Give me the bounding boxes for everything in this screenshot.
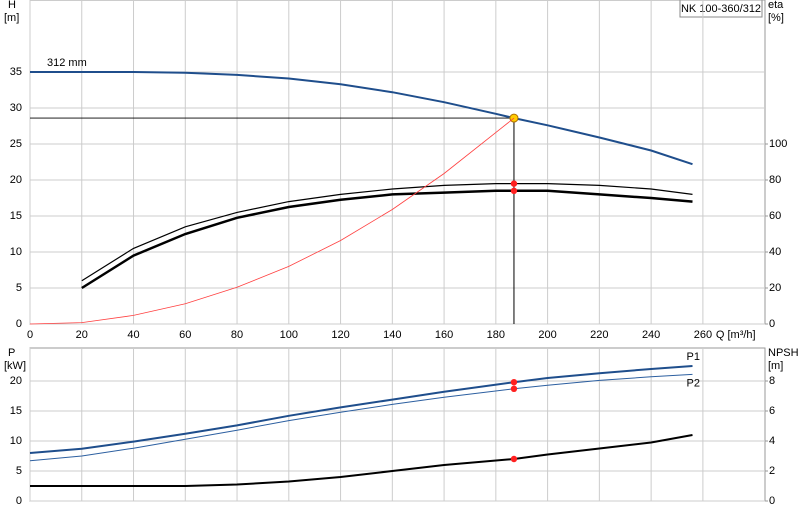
x-tick-label: 160 (435, 329, 453, 341)
y-tick-label: 0 (16, 318, 22, 330)
y-tick-label: 5 (16, 465, 22, 477)
series-label: P1 (687, 351, 700, 363)
operating-point (510, 379, 518, 386)
x-tick-label: 260 (694, 329, 712, 341)
y2-tick-label: 80 (769, 174, 781, 186)
y-tick-label: 10 (10, 246, 22, 258)
title-box (679, 0, 763, 18)
y-tick-label: 20 (10, 174, 22, 186)
operating-point (510, 455, 518, 463)
y2-axis-unit: [%] (768, 12, 784, 24)
y2-tick-label: 40 (769, 246, 781, 258)
curve (29, 373, 693, 462)
y2-tick-label: 20 (769, 282, 781, 294)
y-tick-label: 15 (10, 210, 22, 222)
curve (29, 365, 693, 454)
curve (81, 183, 693, 282)
series-label: 312 mm (47, 57, 87, 69)
x-tick-label: 140 (383, 329, 401, 341)
x-tick-label: 60 (179, 329, 191, 341)
y-axis-unit: [m] (4, 12, 19, 24)
y2-axis-unit: [m] (768, 360, 783, 372)
y2-tick-label: 8 (769, 375, 775, 387)
x-tick-label: 0 (27, 329, 33, 341)
y2-tick-label: 100 (769, 138, 787, 150)
y2-tick-label: 60 (769, 210, 781, 222)
operating-point (510, 385, 518, 392)
y-tick-label: 5 (16, 282, 22, 294)
operating-point (510, 187, 518, 194)
y-tick-label: 10 (10, 435, 22, 447)
y2-axis-label: eta (768, 0, 784, 11)
y2-axis-label: NPSH (768, 347, 799, 359)
y2-tick-label: 0 (769, 495, 775, 507)
y-axis-label: P (8, 347, 15, 359)
y2-tick-label: 6 (769, 405, 775, 417)
y-tick-label: 15 (10, 405, 22, 417)
x-tick-label: 220 (590, 329, 608, 341)
y-tick-label: 20 (10, 375, 22, 387)
y2-tick-label: 4 (769, 435, 775, 447)
curve (29, 117, 515, 325)
y2-tick-label: 2 (769, 465, 775, 477)
y-tick-label: 25 (10, 138, 22, 150)
curve (81, 189, 693, 290)
y-axis-unit: [kW] (4, 360, 26, 372)
y2-tick-label: 0 (769, 318, 775, 330)
x-tick-label: 80 (231, 329, 243, 341)
series-label: P2 (687, 377, 700, 389)
y-axis-label: H (8, 0, 16, 11)
x-tick-label: 100 (280, 329, 298, 341)
x-axis-label: Q [m³/h] (716, 329, 756, 341)
x-tick-label: 240 (642, 329, 660, 341)
chart-title: NK 100-360/312 (681, 3, 761, 15)
x-tick-label: 40 (127, 329, 139, 341)
operating-point (510, 180, 518, 187)
x-tick-label: 20 (76, 329, 88, 341)
x-tick-label: 200 (538, 329, 556, 341)
x-tick-label: 180 (487, 329, 505, 341)
y-tick-label: 35 (10, 66, 22, 78)
curve (30, 71, 693, 166)
y-tick-label: 0 (16, 495, 22, 507)
y-tick-label: 30 (10, 102, 22, 114)
x-tick-label: 120 (331, 329, 349, 341)
curve (30, 434, 693, 487)
